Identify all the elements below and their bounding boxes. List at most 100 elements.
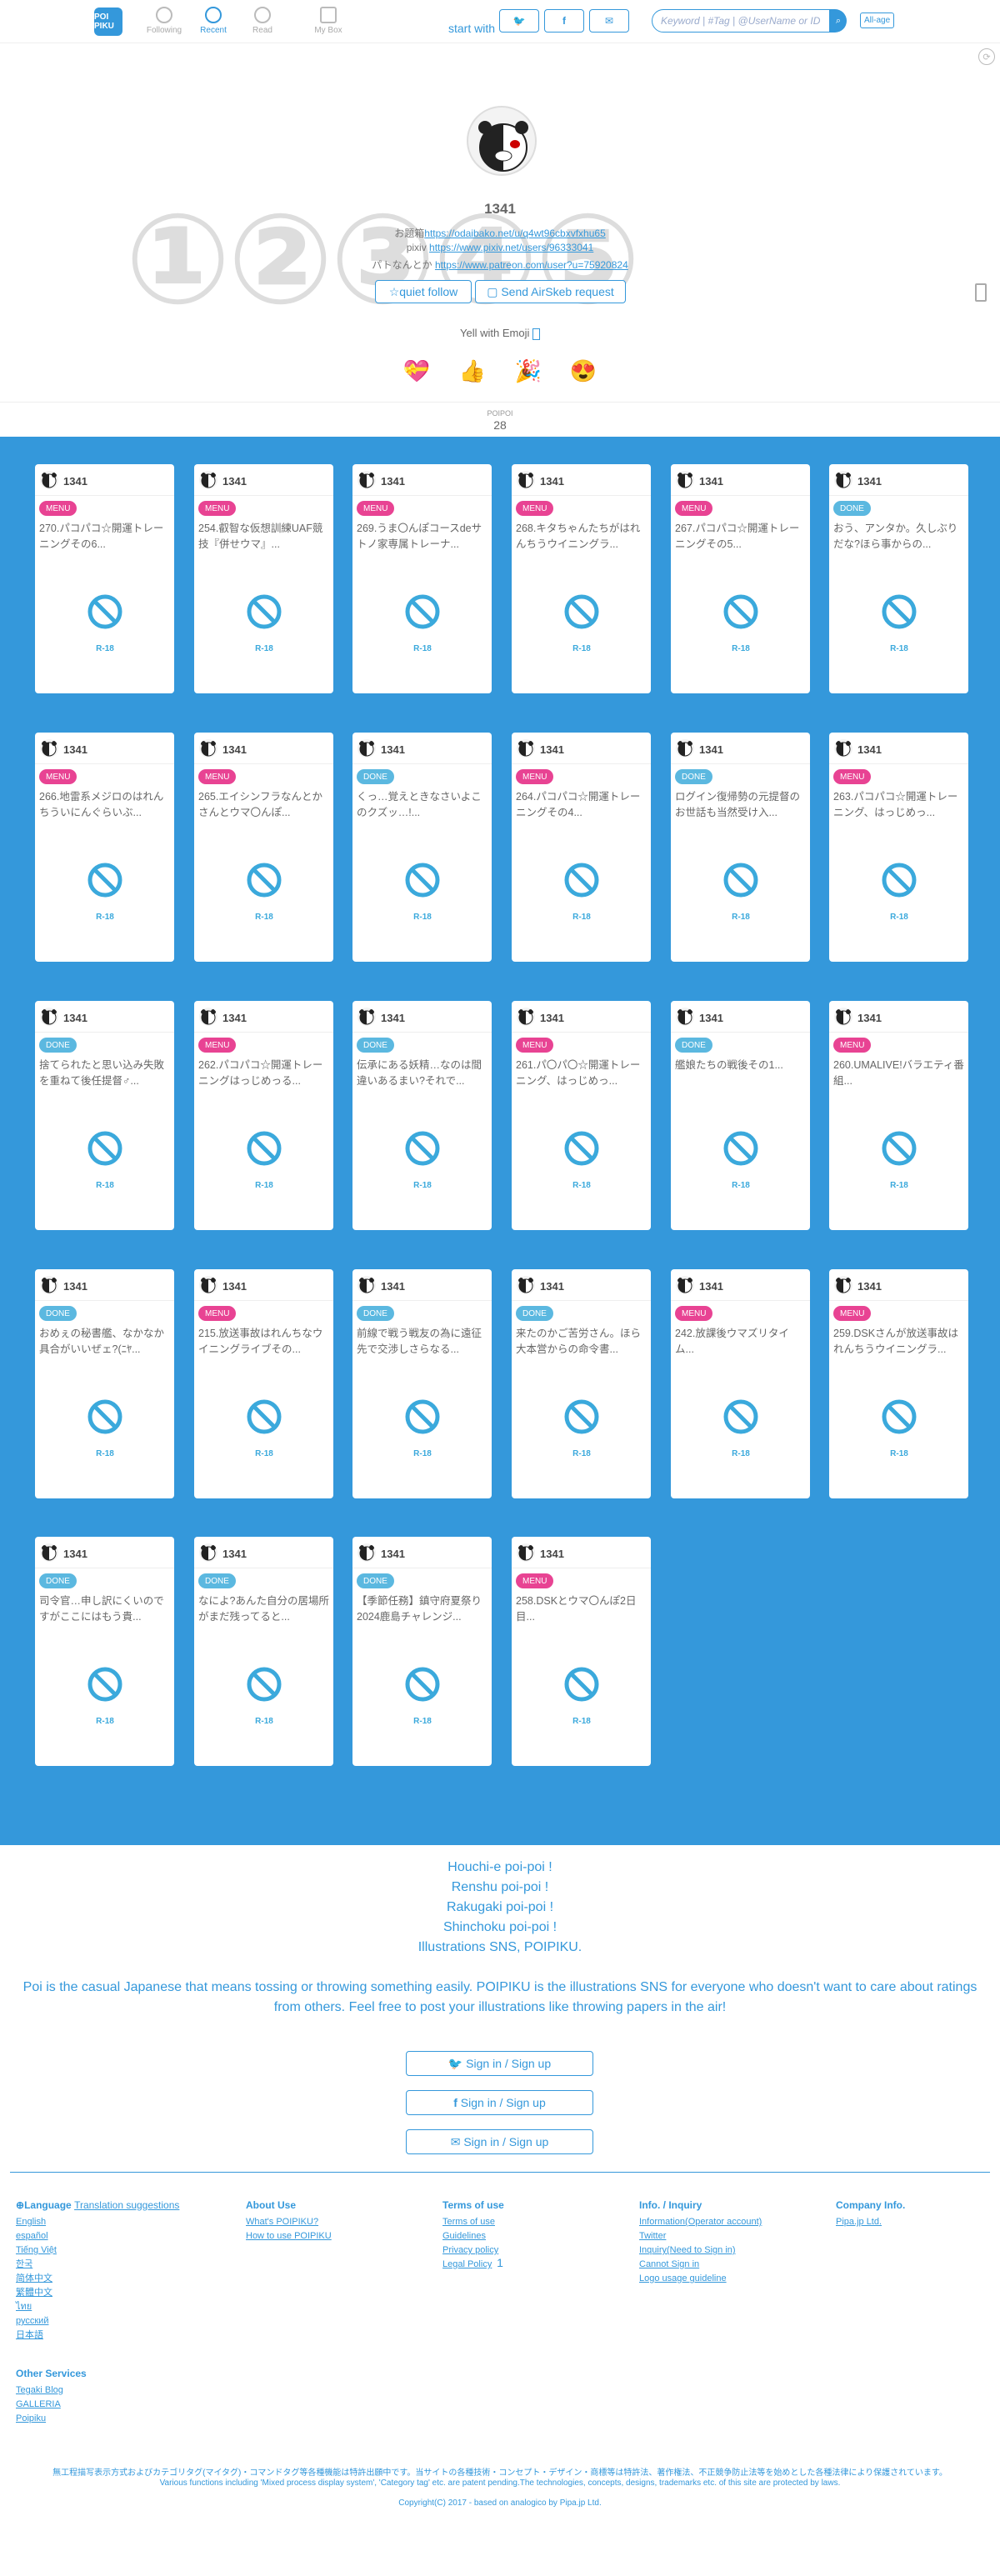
illustration-card[interactable]: 1341 MENU 215.放送事故はれんちなウイニングライブその... R-18: [194, 1269, 333, 1498]
illustration-card[interactable]: 1341 MENU 264.パコパコ☆開運トレーニングその4... R-18: [512, 733, 651, 962]
card-category-tag[interactable]: DONE: [39, 1306, 77, 1321]
user-avatar-icon[interactable]: [517, 739, 535, 758]
card-category-tag[interactable]: MENU: [39, 769, 78, 784]
user-avatar-icon[interactable]: [517, 1543, 535, 1562]
card-category-tag[interactable]: DONE: [357, 1573, 394, 1588]
user-avatar-icon[interactable]: [358, 1276, 376, 1294]
card-username[interactable]: 1341: [381, 743, 405, 756]
card-username[interactable]: 1341: [540, 1280, 564, 1293]
page-number-current[interactable]: 1: [487, 2249, 513, 2276]
twitter-link[interactable]: Twitter: [639, 2231, 667, 2241]
pixiv-link[interactable]: https://www.pixiv.net/users/96333041: [429, 242, 594, 253]
translation-suggestions-link[interactable]: Translation suggestions: [74, 2199, 180, 2211]
share-side-icon[interactable]: [975, 283, 987, 302]
cannot-sign-in-link[interactable]: Cannot Sign in: [639, 2259, 700, 2269]
mail-start-button[interactable]: ✉: [589, 9, 629, 33]
illustration-card[interactable]: 1341 MENU 262.パコパコ☆開運トレーニングはっじめっる... R-18: [194, 1001, 333, 1230]
information-link[interactable]: Information(Operator account): [639, 2217, 762, 2227]
company-link[interactable]: Pipa.jp Ltd.: [836, 2217, 882, 2227]
illustration-card[interactable]: 1341 MENU 260.UMALIVE!バラエティ番組... R-18: [829, 1001, 968, 1230]
prev-page-icon[interactable]: [409, 2255, 422, 2268]
illustration-card[interactable]: 1341 MENU 268.キタちゃんたちがはれんちうウイニングラ... R-18: [512, 464, 651, 693]
card-username[interactable]: 1341: [699, 1012, 723, 1024]
illustration-card[interactable]: 1341 DONE 来たのかご苦労さん。ほら大本営からの命令書... R-18: [512, 1269, 651, 1498]
illustration-card[interactable]: 1341 MENU 254.叡智な仮想訓練UAF競技『併せウマ』... R-18: [194, 464, 333, 693]
odaibako-link[interactable]: https://odaibako.net/u/q4wt96cbxvfxhu65: [424, 228, 606, 239]
user-avatar-icon[interactable]: [199, 1276, 218, 1294]
user-avatar-icon[interactable]: [358, 471, 376, 489]
card-category-tag[interactable]: DONE: [675, 769, 712, 784]
illustration-card[interactable]: 1341 DONE 【季節任務】鎮守府夏祭り2024鹿島チャレンジ... R-18: [352, 1537, 492, 1766]
card-username[interactable]: 1341: [222, 1280, 247, 1293]
card-category-tag[interactable]: MENU: [516, 769, 554, 784]
card-username[interactable]: 1341: [222, 1548, 247, 1560]
lang-english[interactable]: English: [16, 2217, 47, 2227]
nav-following[interactable]: Following: [139, 7, 189, 35]
quiet-follow-button[interactable]: ☆quiet follow: [375, 280, 472, 303]
how-to-use-link[interactable]: How to use POIPIKU: [246, 2231, 332, 2241]
emoji-heart-eyes-button[interactable]: 😍: [569, 358, 598, 383]
illustration-card[interactable]: 1341 MENU 261.パ〇パ〇☆開運トレーニング、はっじめっ... R-18: [512, 1001, 651, 1230]
illustration-card[interactable]: 1341 DONE おめぇの秘書艦、なかなか具合がいいぜェ?(ﾆﾔ... R-18: [35, 1269, 174, 1498]
illustration-card[interactable]: 1341 MENU 259.DSKさんが放送事故はれんちうウイニングラ... R-18: [829, 1269, 968, 1498]
card-category-tag[interactable]: MENU: [516, 1573, 554, 1588]
user-avatar-icon[interactable]: [40, 1543, 58, 1562]
card-username[interactable]: 1341: [63, 475, 88, 488]
illustration-card[interactable]: 1341 MENU 242.放課後ウマズリタイム... R-18: [671, 1269, 810, 1498]
legal-policy-link[interactable]: Legal Policy: [442, 2259, 492, 2269]
user-avatar-icon[interactable]: [199, 1543, 218, 1562]
card-username[interactable]: 1341: [222, 475, 247, 488]
card-username[interactable]: 1341: [540, 475, 564, 488]
inquiry-link[interactable]: Inquiry(Need to Sign in): [639, 2245, 736, 2255]
card-username[interactable]: 1341: [540, 743, 564, 756]
user-avatar-icon[interactable]: [676, 739, 694, 758]
poipiku-link[interactable]: Poipiku: [16, 2413, 47, 2423]
user-avatar-icon[interactable]: [834, 1276, 852, 1294]
illustration-card[interactable]: 1341 MENU 270.パコパコ☆開運トレーニングその6... R-18: [35, 464, 174, 693]
card-username[interactable]: 1341: [222, 1012, 247, 1024]
user-avatar-icon[interactable]: [199, 471, 218, 489]
card-category-tag[interactable]: DONE: [39, 1038, 77, 1053]
card-username[interactable]: 1341: [858, 1012, 882, 1024]
user-avatar-icon[interactable]: [834, 1008, 852, 1026]
illustration-card[interactable]: 1341 MENU 269.うま〇んぽコースdeサトノ家専属トレーナ... R-18: [352, 464, 492, 693]
lang-russian[interactable]: русский: [16, 2316, 49, 2326]
card-category-tag[interactable]: MENU: [198, 769, 237, 784]
card-category-tag[interactable]: MENU: [675, 501, 713, 516]
nav-read[interactable]: Read: [238, 7, 288, 35]
pipa-link[interactable]: Pipa.jp Ltd.: [559, 2498, 602, 2508]
twitter-signin-button[interactable]: 🐦 Sign in / Sign up: [406, 2051, 593, 2076]
lang-thai[interactable]: ไทย: [16, 2302, 32, 2312]
card-category-tag[interactable]: MENU: [675, 1306, 713, 1321]
user-avatar-icon[interactable]: [358, 1543, 376, 1562]
user-avatar-icon[interactable]: [676, 1008, 694, 1026]
card-username[interactable]: 1341: [381, 475, 405, 488]
card-username[interactable]: 1341: [699, 743, 723, 756]
card-category-tag[interactable]: MENU: [516, 1038, 554, 1053]
card-category-tag[interactable]: MENU: [833, 1306, 872, 1321]
card-category-tag[interactable]: MENU: [198, 1306, 237, 1321]
card-category-tag[interactable]: DONE: [198, 1573, 236, 1588]
lang-simplified-chinese[interactable]: 简体中文: [16, 2273, 52, 2283]
card-username[interactable]: 1341: [63, 1012, 88, 1024]
card-category-tag[interactable]: DONE: [357, 1038, 394, 1053]
user-avatar-icon[interactable]: [834, 739, 852, 758]
card-username[interactable]: 1341: [858, 1280, 882, 1293]
card-category-tag[interactable]: MENU: [357, 501, 395, 516]
lang-traditional-chinese[interactable]: 繁體中文: [16, 2288, 52, 2298]
card-category-tag[interactable]: DONE: [357, 1306, 394, 1321]
illustration-card[interactable]: 1341 DONE 艦娘たちの戦後その1... R-18: [671, 1001, 810, 1230]
card-username[interactable]: 1341: [540, 1012, 564, 1024]
tegaki-blog-link[interactable]: Tegaki Blog: [16, 2385, 63, 2395]
user-avatar-icon[interactable]: [40, 1276, 58, 1294]
card-username[interactable]: 1341: [63, 1548, 88, 1560]
user-avatar-icon[interactable]: [834, 471, 852, 489]
search-button[interactable]: ⌕: [830, 9, 847, 33]
guidelines-link[interactable]: Guidelines: [442, 2231, 486, 2241]
illustration-card[interactable]: 1341 DONE おう、アンタか。久しぶりだな?ほら事からの... R-18: [829, 464, 968, 693]
card-category-tag[interactable]: DONE: [516, 1306, 553, 1321]
emoji-party-popper-button[interactable]: 🎉: [514, 358, 542, 383]
emoji-heart-gift-button[interactable]: 💝: [402, 358, 431, 383]
privacy-link[interactable]: Privacy policy: [442, 2245, 499, 2255]
card-category-tag[interactable]: MENU: [198, 1038, 237, 1053]
